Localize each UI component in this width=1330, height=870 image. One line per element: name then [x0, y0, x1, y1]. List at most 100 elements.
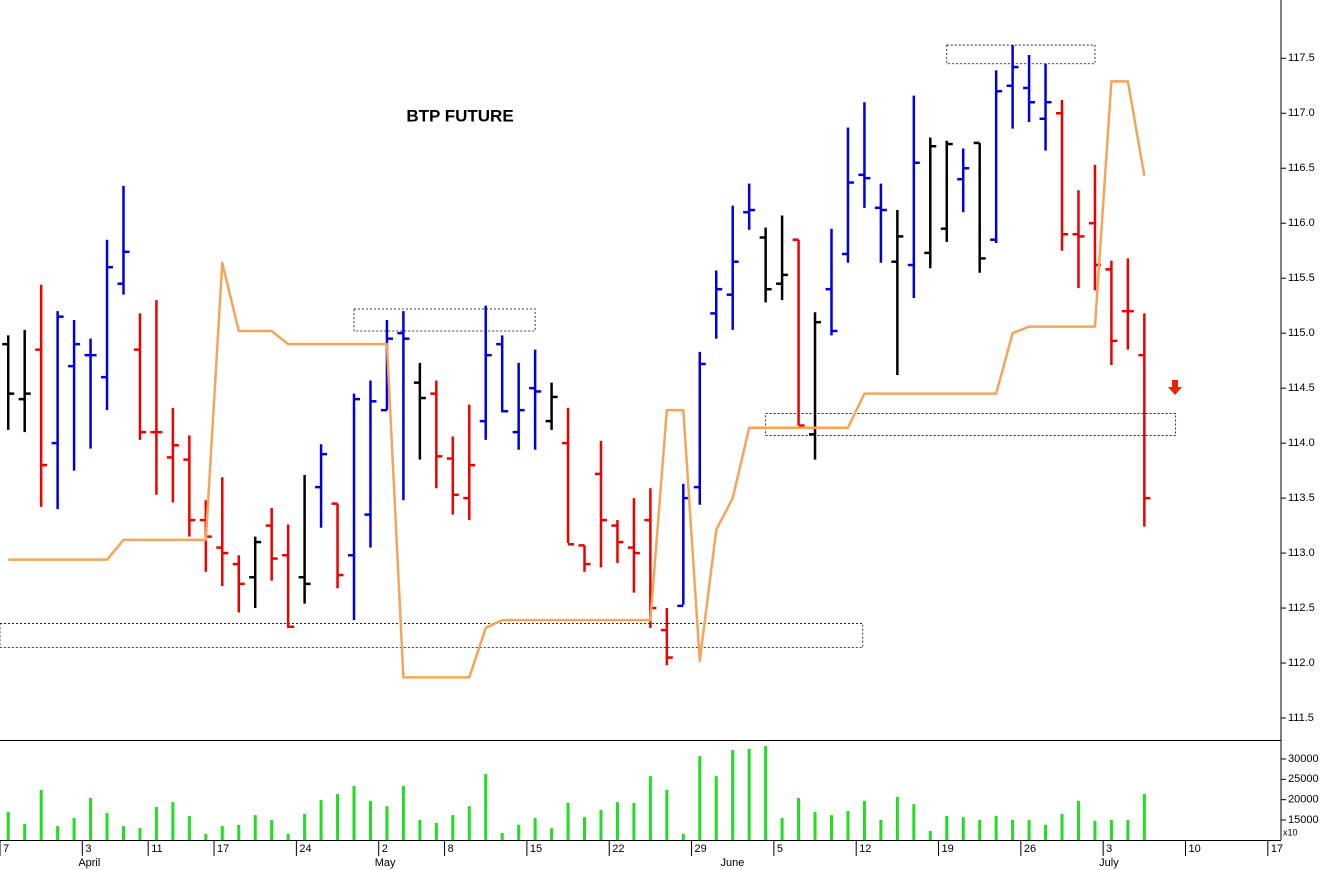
volume-bar	[846, 811, 850, 840]
x-tick-label: 19	[942, 843, 954, 855]
volume-bar	[1109, 819, 1113, 840]
volume-bar	[1044, 824, 1048, 840]
x-tick-label: 17	[217, 843, 229, 855]
volume-bar	[105, 813, 109, 840]
volume-bar	[303, 813, 307, 840]
volume-bar	[401, 785, 405, 840]
x-tick-label: 17	[1271, 843, 1283, 855]
volume-bar	[286, 833, 290, 840]
down-arrow	[1168, 380, 1182, 395]
volume-bar	[928, 830, 932, 840]
volume-bar	[451, 815, 455, 840]
volume-bar	[368, 800, 372, 840]
volume-bar	[1076, 800, 1080, 840]
month-label: June	[720, 857, 744, 869]
x-tick-label: 15	[530, 843, 542, 855]
volume-bar	[615, 802, 619, 840]
volume-bar	[484, 774, 488, 840]
x-tick-label: 8	[448, 843, 454, 855]
month-label: May	[375, 857, 396, 869]
volume-bar	[1093, 820, 1097, 840]
y-tick-label: 111.5	[1288, 712, 1314, 724]
volume-bar	[780, 817, 784, 840]
volume-bar	[961, 817, 965, 840]
volume-bar	[89, 798, 93, 840]
volume-bar	[517, 824, 521, 840]
volume-bar	[500, 833, 504, 840]
volume-bar	[747, 748, 751, 840]
volume-bar	[385, 806, 389, 840]
volume-bar	[879, 819, 883, 840]
volume-bar	[1011, 819, 1015, 840]
volume-bar	[1027, 819, 1031, 840]
month-label: April	[78, 857, 100, 869]
price-zone	[946, 44, 1096, 65]
volume-bar	[171, 802, 175, 840]
y-tick-label: 15000	[1288, 814, 1319, 826]
x-tick-label: 2	[382, 843, 388, 855]
x-tick-label: 3	[1106, 843, 1112, 855]
volume-bar	[418, 819, 422, 840]
y-tick-label: 113.0	[1288, 547, 1315, 559]
volume-bar	[1060, 813, 1064, 840]
y-tick-label: 117.0	[1288, 107, 1315, 119]
volume-bar	[813, 811, 817, 840]
volume-bar	[862, 800, 866, 840]
y-tick-label: 25000	[1288, 773, 1319, 785]
volume-bar	[714, 776, 718, 840]
x-tick-label: 11	[151, 843, 162, 855]
x-tick-label: 22	[612, 843, 624, 855]
volume-bar	[566, 802, 570, 840]
volume-bar	[72, 817, 76, 840]
x-tick-label: 5	[777, 843, 783, 855]
indicator-line	[8, 80, 1146, 679]
y-tick-label: 116.5	[1288, 162, 1315, 174]
y-tick-label: 112.5	[1288, 602, 1315, 614]
volume-bar	[237, 824, 241, 840]
y-tick-label: 20000	[1288, 794, 1319, 806]
volume-bar	[138, 828, 142, 840]
volume-bar	[895, 796, 899, 840]
volume-bar	[434, 822, 438, 840]
volume-bar	[994, 815, 998, 840]
x-tick-label: 26	[1024, 843, 1036, 855]
volume-bar	[665, 789, 669, 840]
volume-bar	[253, 815, 257, 840]
volume-bar	[978, 819, 982, 840]
volume-bar	[764, 746, 768, 840]
price-zone	[765, 413, 1177, 436]
volume-bar	[632, 802, 636, 840]
y-tick-label: 114.5	[1288, 382, 1315, 394]
volume-bar	[829, 815, 833, 840]
price-zone	[353, 308, 536, 332]
volume-bar	[681, 833, 685, 840]
volume-scale-note: x10	[1283, 827, 1298, 837]
month-label: July	[1099, 857, 1119, 869]
volume-bar	[352, 785, 356, 840]
y-tick-label: 116.0	[1288, 217, 1315, 229]
x-tick-label: 7	[3, 843, 9, 855]
volume-bar	[583, 817, 587, 840]
volume-bar	[599, 809, 603, 840]
chart-title: BTP FUTURE	[406, 106, 513, 125]
volume-bar	[270, 819, 274, 840]
y-tick-label: 112.0	[1288, 657, 1315, 669]
x-tick-label: 29	[695, 843, 707, 855]
volume-bar	[6, 811, 10, 840]
y-tick-label: 115.5	[1288, 272, 1315, 284]
volume-bar	[945, 815, 949, 840]
volume-bar	[23, 824, 27, 840]
volume-bar	[550, 828, 554, 840]
y-tick-label: 114.0	[1288, 437, 1315, 449]
volume-bar	[220, 826, 224, 840]
volume-bar	[56, 826, 60, 840]
volume-bar	[1126, 819, 1130, 840]
volume-bar	[731, 750, 735, 840]
volume-bar	[1142, 793, 1146, 840]
volume-bar	[698, 756, 702, 840]
volume-bar	[39, 789, 43, 840]
volume-bar	[336, 793, 340, 840]
volume-bar	[204, 833, 208, 840]
x-tick-label: 10	[1189, 843, 1201, 855]
x-tick-label: 12	[859, 843, 871, 855]
